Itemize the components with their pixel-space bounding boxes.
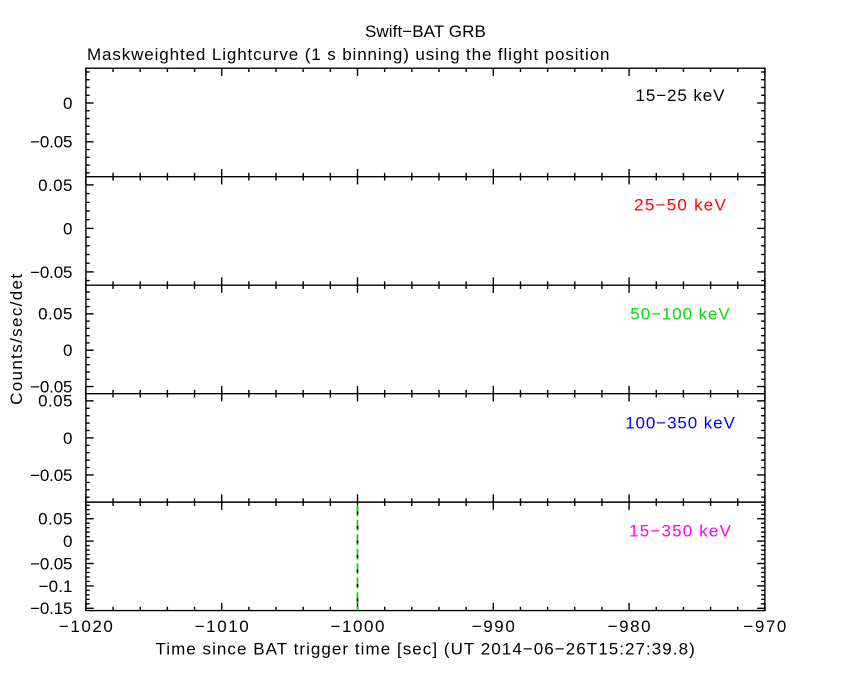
svg-text:0: 0 [63, 429, 72, 448]
svg-text:−0.1: −0.1 [39, 577, 73, 596]
svg-text:100−350 keV: 100−350 keV [625, 414, 735, 433]
svg-text:−0.05: −0.05 [30, 466, 72, 485]
svg-text:25−50 keV: 25−50 keV [634, 195, 726, 214]
svg-text:Time since BAT trigger time [s: Time since BAT trigger time [sec] (UT 20… [155, 640, 694, 659]
svg-text:−1010: −1010 [195, 617, 249, 636]
svg-text:−0.05: −0.05 [30, 133, 72, 152]
svg-text:0: 0 [63, 94, 72, 113]
svg-text:15−25 keV: 15−25 keV [636, 86, 726, 105]
svg-text:15−350 keV: 15−350 keV [629, 521, 731, 540]
svg-text:0: 0 [63, 341, 72, 360]
svg-text:−1000: −1000 [331, 617, 385, 636]
svg-text:0.05: 0.05 [38, 176, 72, 195]
svg-text:Swift−BAT GRB: Swift−BAT GRB [365, 22, 486, 41]
svg-text:−0.05: −0.05 [30, 377, 72, 396]
svg-text:Maskweighted Lightcurve (1 s b: Maskweighted Lightcurve (1 s binning) us… [87, 45, 610, 64]
svg-text:50−100 keV: 50−100 keV [630, 305, 730, 324]
svg-text:−0.05: −0.05 [30, 554, 72, 573]
svg-text:0.05: 0.05 [38, 305, 72, 324]
svg-text:−0.05: −0.05 [30, 263, 72, 282]
svg-text:0.05: 0.05 [38, 510, 72, 529]
svg-text:0.05: 0.05 [38, 392, 72, 411]
svg-text:−0.15: −0.15 [30, 599, 72, 618]
svg-text:Counts/sec/det: Counts/sec/det [7, 274, 26, 405]
svg-text:−1020: −1020 [59, 617, 113, 636]
svg-text:0: 0 [63, 219, 72, 238]
svg-text:0: 0 [63, 532, 72, 551]
